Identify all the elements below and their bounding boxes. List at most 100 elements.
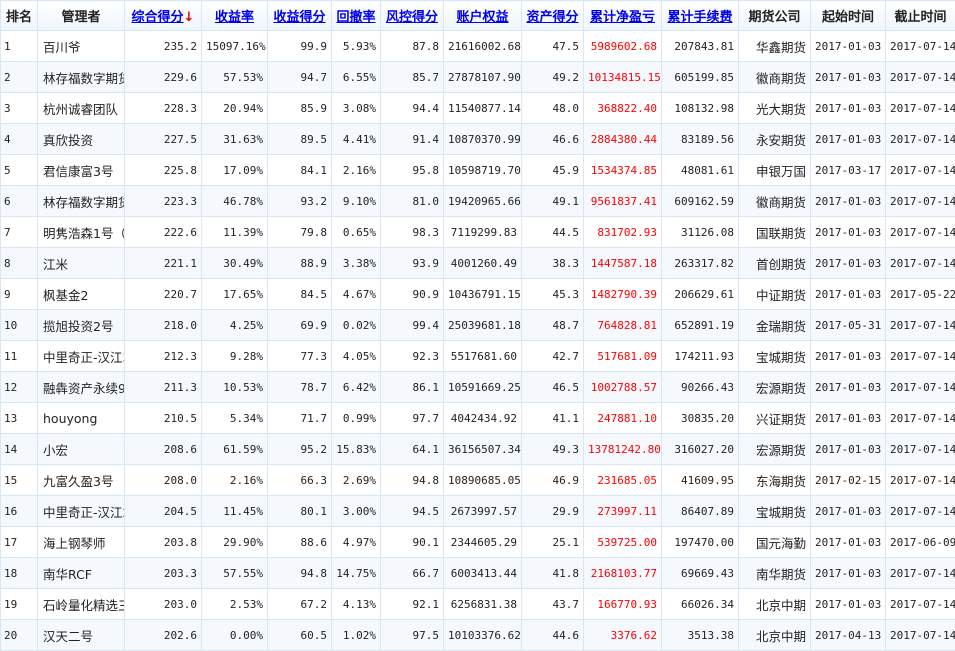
- cell-return-rate: 61.59%: [202, 434, 268, 465]
- cell-start-date: 2017-01-03: [811, 186, 886, 217]
- cell-account-equity: 19420965.66: [444, 186, 522, 217]
- cell-asset-score: 44.6: [522, 620, 584, 651]
- cell-start-date: 2017-01-03: [811, 341, 886, 372]
- sort-link-risk-score[interactable]: 风控得分: [386, 10, 438, 25]
- cell-manager: 杭州诚睿团队: [38, 93, 125, 124]
- cell-manager: 九富久盈3号: [38, 465, 125, 496]
- cell-account-equity: 10890685.05: [444, 465, 522, 496]
- cell-return-rate: 17.65%: [202, 279, 268, 310]
- cell-drawdown: 4.05%: [332, 341, 381, 372]
- sort-down-arrow-icon[interactable]: ↓: [184, 10, 195, 25]
- cell-futures-company: 徽商期货: [739, 186, 811, 217]
- cell-end-date: 2017-07-14: [886, 403, 955, 434]
- header-return-rate[interactable]: 收益率: [202, 1, 268, 31]
- cell-risk-score: 97.5: [381, 620, 444, 651]
- cell-cumulative-pnl: 2884380.44: [584, 124, 662, 155]
- cell-drawdown: 4.67%: [332, 279, 381, 310]
- cell-manager: 江米: [38, 248, 125, 279]
- sort-link-drawdown[interactable]: 回撤率: [336, 10, 375, 25]
- sort-link-return-rate[interactable]: 收益率: [215, 10, 254, 25]
- header-drawdown[interactable]: 回撤率: [332, 1, 381, 31]
- cell-futures-company: 北京中期: [739, 589, 811, 620]
- cell-risk-score: 85.7: [381, 62, 444, 93]
- cell-futures-company: 申银万国: [739, 155, 811, 186]
- header-cumulative-pnl[interactable]: 累计净盈亏: [584, 1, 662, 31]
- sort-link-asset-score[interactable]: 资产得分: [526, 10, 578, 25]
- cell-asset-score: 29.9: [522, 496, 584, 527]
- cell-total-score: 235.2: [125, 31, 202, 62]
- cell-account-equity: 4042434.92: [444, 403, 522, 434]
- cell-account-equity: 5517681.60: [444, 341, 522, 372]
- cell-cumulative-fees: 69669.43: [662, 558, 739, 589]
- cell-asset-score: 45.9: [522, 155, 584, 186]
- cell-total-score: 218.0: [125, 310, 202, 341]
- cell-total-score: 227.5: [125, 124, 202, 155]
- cell-end-date: 2017-07-14: [886, 372, 955, 403]
- cell-total-score: 210.5: [125, 403, 202, 434]
- header-total-score[interactable]: 综合得分↓: [125, 1, 202, 31]
- cell-asset-score: 44.5: [522, 217, 584, 248]
- cell-rank: 16: [1, 496, 38, 527]
- sort-link-total-score[interactable]: 综合得分: [132, 10, 184, 25]
- cell-manager: houyong: [38, 403, 125, 434]
- cell-account-equity: 11540877.14: [444, 93, 522, 124]
- cell-end-date: 2017-07-14: [886, 310, 955, 341]
- cell-manager: 南华RCF: [38, 558, 125, 589]
- cell-risk-score: 94.8: [381, 465, 444, 496]
- cell-total-score: 203.0: [125, 589, 202, 620]
- cell-futures-company: 南华期货: [739, 558, 811, 589]
- cell-return-rate: 10.53%: [202, 372, 268, 403]
- cell-risk-score: 81.0: [381, 186, 444, 217]
- cell-rank: 8: [1, 248, 38, 279]
- cell-cumulative-pnl: 1534374.85: [584, 155, 662, 186]
- cell-cumulative-fees: 605199.85: [662, 62, 739, 93]
- cell-total-score: 223.3: [125, 186, 202, 217]
- sort-link-account-equity[interactable]: 账户权益: [456, 10, 508, 25]
- cell-cumulative-fees: 31126.08: [662, 217, 739, 248]
- header-return-score[interactable]: 收益得分: [268, 1, 332, 31]
- cell-return-score: 69.9: [268, 310, 332, 341]
- cell-cumulative-fees: 174211.93: [662, 341, 739, 372]
- header-risk-score[interactable]: 风控得分: [381, 1, 444, 31]
- sort-link-return-score[interactable]: 收益得分: [273, 10, 325, 25]
- sort-link-cumulative-fees[interactable]: 累计手续费: [667, 10, 732, 25]
- cell-return-rate: 29.90%: [202, 527, 268, 558]
- cell-start-date: 2017-01-03: [811, 403, 886, 434]
- cell-futures-company: 宝城期货: [739, 496, 811, 527]
- cell-total-score: 204.5: [125, 496, 202, 527]
- cell-account-equity: 21616002.68: [444, 31, 522, 62]
- cell-drawdown: 0.02%: [332, 310, 381, 341]
- cell-asset-score: 42.7: [522, 341, 584, 372]
- header-asset-score[interactable]: 资产得分: [522, 1, 584, 31]
- header-cumulative-fees[interactable]: 累计手续费: [662, 1, 739, 31]
- cell-asset-score: 46.9: [522, 465, 584, 496]
- table-header: 排名管理者综合得分↓收益率收益得分回撤率风控得分账户权益资产得分累计净盈亏累计手…: [1, 1, 955, 31]
- cell-end-date: 2017-07-14: [886, 186, 955, 217]
- cell-return-score: 77.3: [268, 341, 332, 372]
- cell-cumulative-fees: 206629.61: [662, 279, 739, 310]
- cell-asset-score: 46.6: [522, 124, 584, 155]
- cell-rank: 17: [1, 527, 38, 558]
- cell-account-equity: 10103376.62: [444, 620, 522, 651]
- cell-futures-company: 宏源期货: [739, 372, 811, 403]
- header-end-date: 截止时间: [886, 1, 955, 31]
- cell-drawdown: 1.02%: [332, 620, 381, 651]
- cell-return-rate: 11.39%: [202, 217, 268, 248]
- cell-cumulative-pnl: 13781242.80: [584, 434, 662, 465]
- cell-cumulative-fees: 108132.98: [662, 93, 739, 124]
- sort-link-cumulative-pnl[interactable]: 累计净盈亏: [590, 10, 655, 25]
- cell-risk-score: 87.8: [381, 31, 444, 62]
- cell-end-date: 2017-07-14: [886, 341, 955, 372]
- cell-return-rate: 0.00%: [202, 620, 268, 651]
- cell-cumulative-pnl: 247881.10: [584, 403, 662, 434]
- cell-end-date: 2017-07-14: [886, 434, 955, 465]
- header-account-equity[interactable]: 账户权益: [444, 1, 522, 31]
- cell-cumulative-fees: 263317.82: [662, 248, 739, 279]
